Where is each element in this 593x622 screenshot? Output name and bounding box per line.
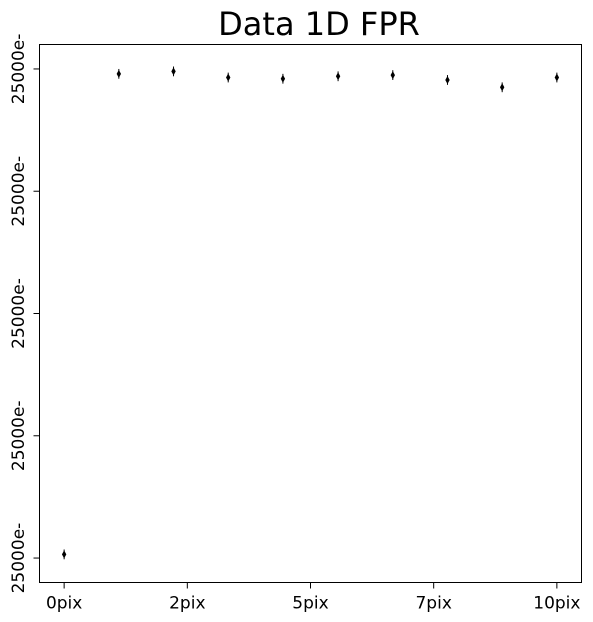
data-point [499,83,505,92]
data-point [445,75,450,84]
data-point [390,71,395,80]
data-point [61,550,67,559]
x-axis: 0pix 2pix 5pix 7pix 10pix [46,582,580,614]
y-tick-label: 25000e- [9,278,29,349]
data-point [335,72,341,81]
x-tick-label: 7pix [415,594,451,614]
chart-title: Data 1D FPR [218,5,420,43]
plot-frame [39,44,582,583]
y-tick-label: 25000e- [9,34,29,105]
data-point [226,73,231,82]
y-tick-label: 25000e- [9,523,29,594]
data-point [116,69,122,78]
y-tick-label: 25000e- [9,400,29,471]
data-point [171,67,176,76]
data-point [554,73,560,82]
x-tick-label: 2pix [169,594,205,614]
x-tick-label: 0pix [46,594,82,614]
data-point [280,74,286,83]
data-series [61,66,560,560]
y-tick-label: 25000e- [9,156,29,227]
x-tick-label: 5pix [292,594,328,614]
y-axis: 25000e- 25000e- 25000e- 25000e- 25000e- [9,34,40,594]
x-tick-label: 10pix [533,594,580,614]
